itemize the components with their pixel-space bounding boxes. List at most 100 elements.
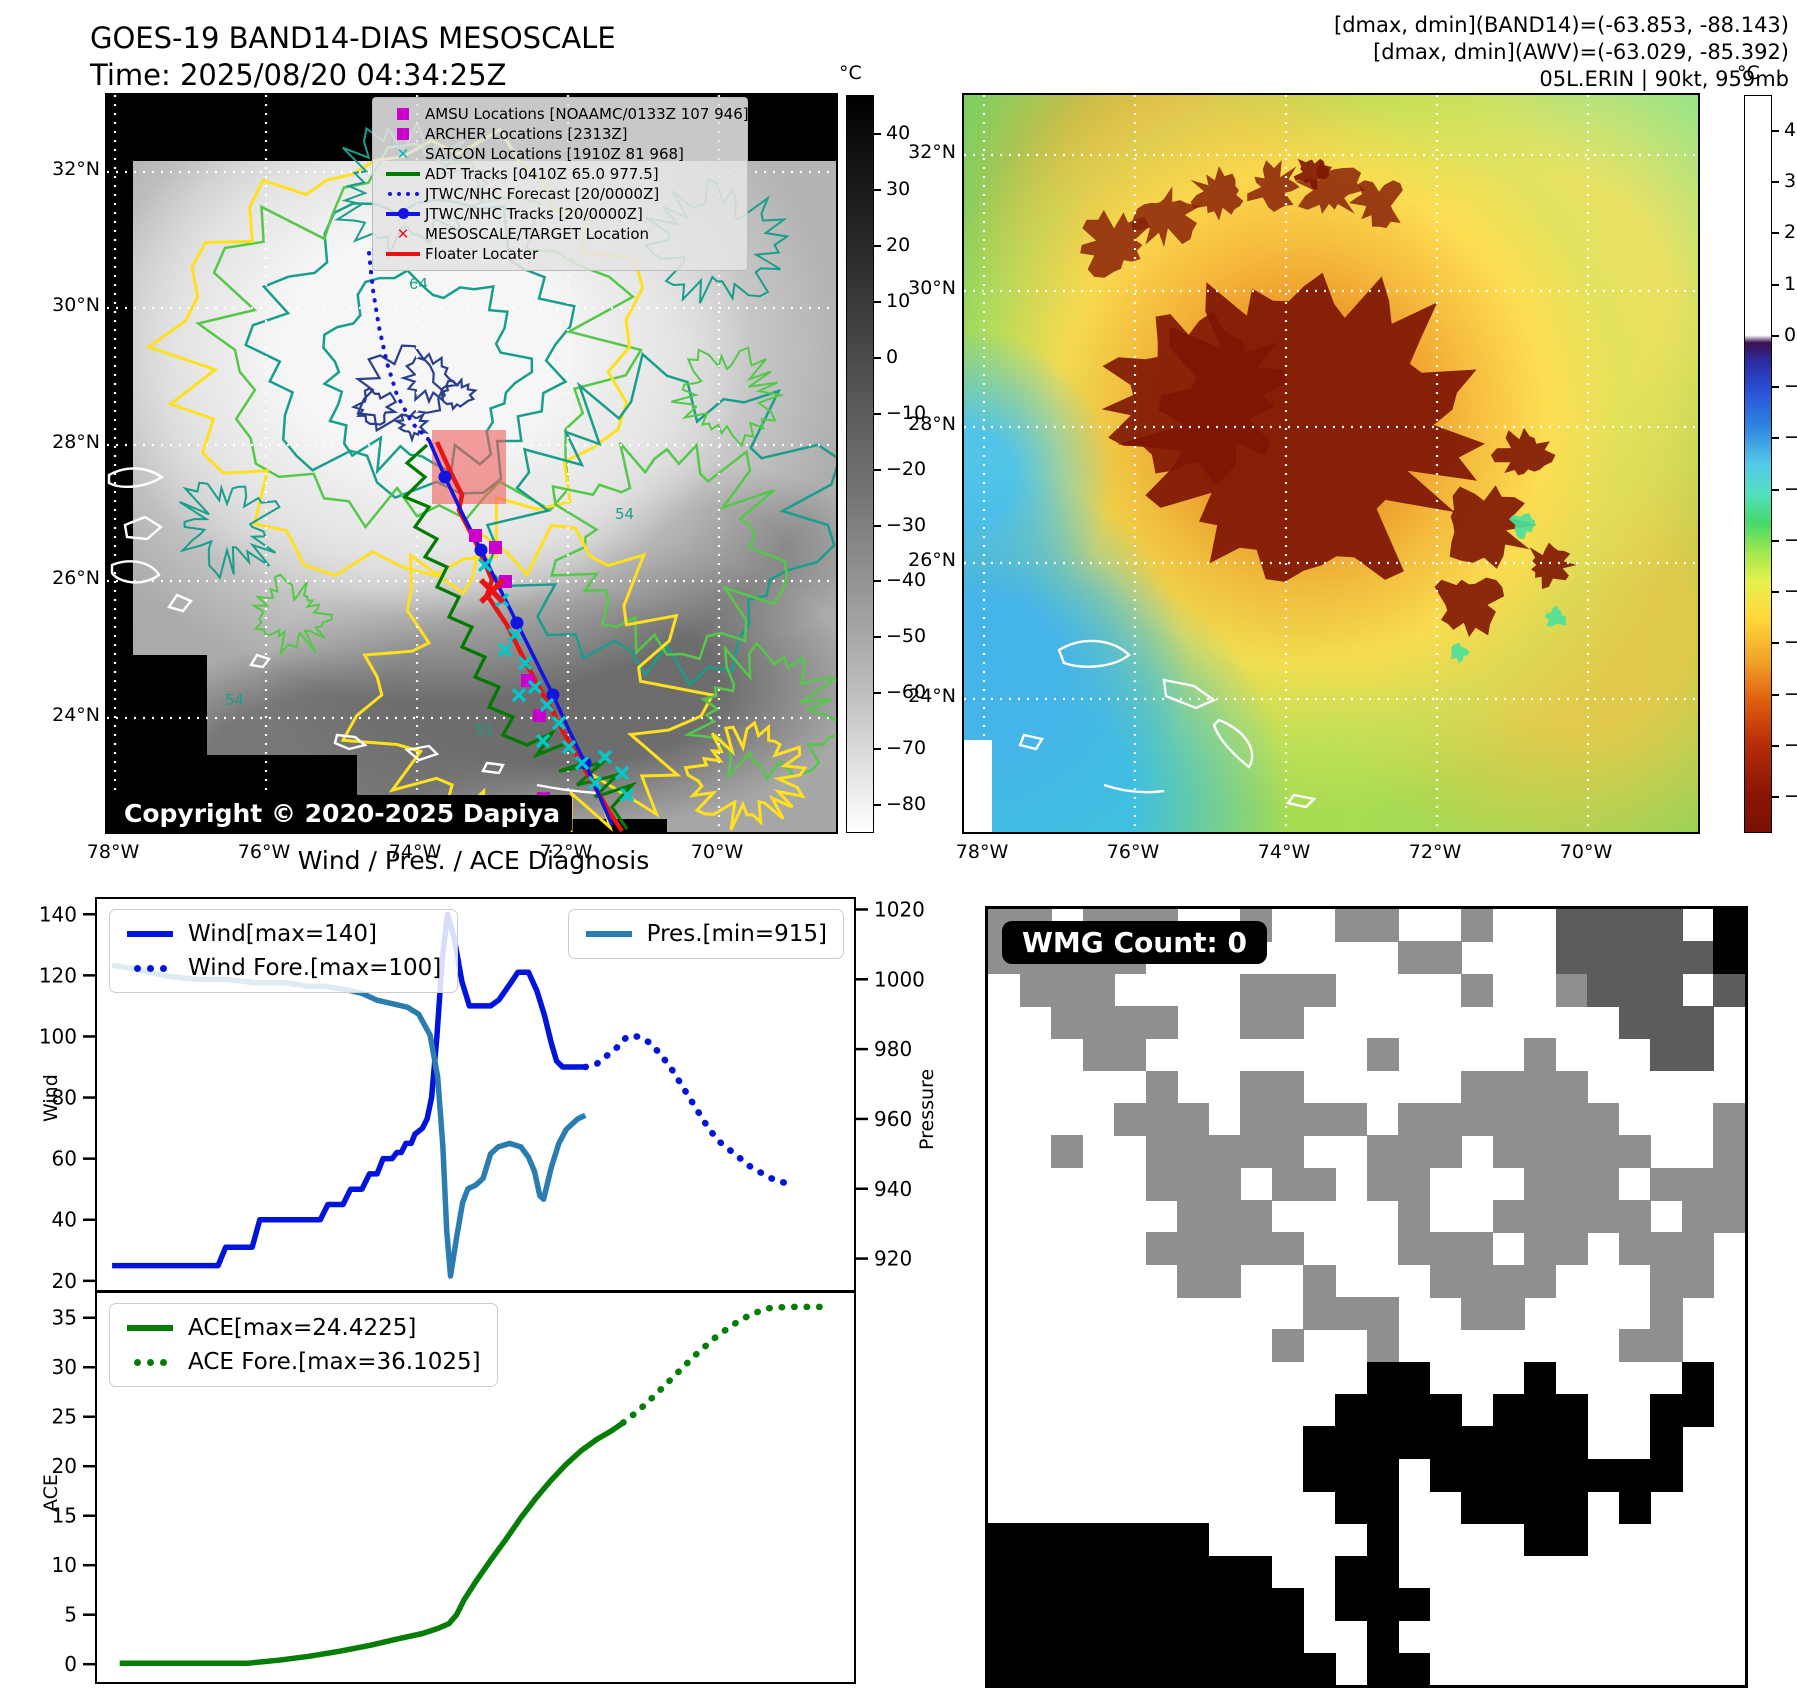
wmg-block (1713, 1135, 1745, 1169)
map2-lon-label: 72°W (1408, 841, 1462, 863)
colorbar-tick (1772, 642, 1779, 645)
contour (485, 351, 836, 687)
colorbar-tick (874, 244, 881, 247)
y-tick-label: 40 (52, 1208, 77, 1232)
map-legend-swatch (381, 172, 425, 176)
legend-line (127, 1325, 173, 1331)
wmg-block (1303, 1167, 1336, 1201)
wmg-block (1618, 1232, 1651, 1266)
wmg-block (1082, 1555, 1115, 1589)
ace-plot: 0 5 10 15 20 25 30 35 (52, 1303, 831, 1676)
wmg-block (1208, 1232, 1241, 1266)
map-legend-label: SATCON Locations [1910Z 81 968] (425, 145, 684, 163)
legend-row: Wind[max=140] (126, 917, 441, 951)
dot-marker (405, 192, 410, 196)
wmg-block (1492, 1070, 1525, 1104)
wmg-block (1587, 973, 1620, 1007)
colorbar-tick-label: 0 (1784, 323, 1797, 346)
legend-row: Wind Fore.[max=100] (126, 951, 441, 985)
map1-lat-label: 28°N (52, 431, 100, 453)
wmg-block (1240, 1070, 1273, 1104)
colorbar-tick (874, 692, 881, 695)
wmg-block (1271, 1588, 1305, 1621)
contour-label: 54 (225, 691, 244, 709)
wmg-block (1271, 1329, 1305, 1363)
wmg-block (1145, 1620, 1178, 1654)
storm-stats-line-2: 05L.ERIN | 90kt, 959mb (1539, 67, 1789, 91)
map-legend-swatch (381, 192, 425, 196)
wind-legend: Wind[max=140] Wind Fore.[max=100] (109, 909, 459, 993)
wmg-block (1555, 1426, 1588, 1460)
wmg-block (1019, 1620, 1052, 1654)
wmg-block (1618, 1006, 1651, 1039)
wmg-panel: WMG Count: 0 (985, 906, 1748, 1688)
wmg-block (1555, 1523, 1588, 1557)
adt-track (402, 443, 638, 830)
colorbar-tick (874, 468, 881, 471)
wmg-block (1145, 1103, 1178, 1136)
dot (398, 208, 409, 219)
cold-spot (1449, 485, 1537, 569)
wmg-block (1524, 1458, 1557, 1492)
map-legend-row: ADT Tracks [0410Z 65.0 977.5] (381, 164, 739, 184)
colorbar-tick-label: 10 (1784, 272, 1797, 295)
convective-band (1247, 160, 1300, 212)
wmg-block (1492, 1491, 1525, 1524)
wmg-block (988, 1523, 1021, 1557)
legend-label: Wind[max=140] (188, 921, 378, 947)
colorbar-tick (874, 524, 881, 527)
colorbar-tick (1772, 744, 1779, 747)
y2-tick-label: 940 (874, 1177, 912, 1201)
colorbar-unit: °C (1737, 62, 1760, 84)
wmg-block (1587, 909, 1620, 942)
colorbar-tick-label: 20 (1784, 221, 1797, 244)
map2-lat-label: 26°N (908, 549, 956, 571)
y2-tick-label: 1020 (874, 897, 925, 921)
wmg-block (1650, 1038, 1683, 1072)
wmg-block (1208, 1200, 1241, 1233)
colorbar-tick (874, 804, 881, 807)
wmg-block (1618, 1491, 1651, 1524)
page-title: GOES-19 BAND14-DIAS MESOSCALE (90, 21, 616, 55)
legend-label: Pres.[min=915] (646, 921, 827, 947)
copyright-badge: Copyright © 2020-2025 Dapiya (112, 795, 573, 832)
y-tick-label: 30 (52, 1355, 77, 1379)
wmg-block (1177, 1620, 1210, 1654)
y2-tick-label: 980 (874, 1037, 912, 1061)
series-ACE Fore.[max=36.1025] (619, 1303, 831, 1426)
wmg-block (1650, 1394, 1683, 1427)
wmg-block (1429, 1135, 1462, 1169)
legend-dot (133, 1358, 141, 1366)
wmg-block (1492, 1103, 1525, 1136)
coastline (404, 744, 440, 762)
wmg-block (1177, 1103, 1210, 1136)
wmg-count-badge: WMG Count: 0 (1002, 921, 1267, 964)
wmg-block (1461, 1297, 1494, 1330)
wmg-block (1398, 1652, 1431, 1685)
satcon-fix (561, 739, 577, 755)
colorbar-tick-label: −90 (1784, 785, 1797, 808)
wmg-block (1492, 1394, 1525, 1427)
coastline (1057, 639, 1131, 668)
wmg-block (1398, 941, 1431, 975)
wmg-block (1051, 1652, 1084, 1685)
map1-lon-label: 76°W (237, 841, 291, 863)
wmg-block (1587, 1103, 1620, 1136)
satcon-fix (527, 679, 543, 695)
legend-label: ACE[max=24.4225] (188, 1315, 417, 1341)
y2-tick-label: 960 (874, 1107, 912, 1131)
legend-dot (146, 1358, 154, 1366)
colorbar-tick-label: −30 (886, 513, 927, 536)
wmg-block (1334, 1458, 1368, 1492)
legend-label: Wind Fore.[max=100] (188, 955, 442, 981)
colorbar-tick (874, 636, 881, 639)
wmg-block (1051, 973, 1084, 1007)
wmg-block (1618, 909, 1651, 942)
wmg-block (1713, 941, 1745, 975)
colorbar-tick-label: −20 (886, 457, 927, 480)
wmg-block (1145, 1167, 1178, 1201)
wmg-block (1303, 1297, 1336, 1330)
convective-band (1348, 180, 1403, 228)
legend-swatch (585, 931, 633, 937)
wmg-block (1334, 909, 1368, 942)
